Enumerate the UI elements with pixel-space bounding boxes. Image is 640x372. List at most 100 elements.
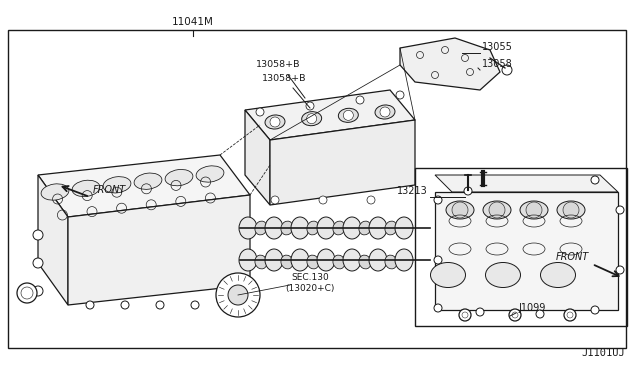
Ellipse shape bbox=[265, 217, 283, 239]
Bar bbox=[415, 168, 627, 326]
Polygon shape bbox=[270, 120, 415, 205]
Polygon shape bbox=[245, 90, 415, 140]
Circle shape bbox=[616, 266, 624, 274]
Ellipse shape bbox=[317, 217, 335, 239]
Circle shape bbox=[489, 202, 505, 218]
Circle shape bbox=[17, 283, 37, 303]
Ellipse shape bbox=[395, 217, 413, 239]
Circle shape bbox=[563, 202, 579, 218]
Ellipse shape bbox=[375, 105, 395, 119]
Circle shape bbox=[536, 310, 544, 318]
Ellipse shape bbox=[255, 221, 267, 235]
Ellipse shape bbox=[369, 249, 387, 271]
Circle shape bbox=[256, 108, 264, 116]
Ellipse shape bbox=[486, 263, 520, 288]
Text: J1101UJ: J1101UJ bbox=[581, 348, 625, 358]
Ellipse shape bbox=[446, 201, 474, 219]
Text: FRONT: FRONT bbox=[556, 252, 589, 262]
Ellipse shape bbox=[265, 115, 285, 129]
Circle shape bbox=[380, 107, 390, 117]
Text: J1099: J1099 bbox=[518, 303, 545, 313]
Ellipse shape bbox=[72, 180, 100, 196]
Circle shape bbox=[502, 65, 512, 75]
Ellipse shape bbox=[103, 177, 131, 193]
Ellipse shape bbox=[483, 201, 511, 219]
Text: 13058+B: 13058+B bbox=[256, 60, 301, 69]
Ellipse shape bbox=[255, 255, 267, 269]
Text: 13213: 13213 bbox=[397, 186, 428, 196]
Ellipse shape bbox=[239, 217, 257, 239]
Circle shape bbox=[464, 187, 472, 195]
Circle shape bbox=[33, 286, 43, 296]
Circle shape bbox=[452, 202, 468, 218]
Ellipse shape bbox=[301, 112, 322, 126]
Ellipse shape bbox=[165, 169, 193, 186]
Polygon shape bbox=[435, 192, 618, 310]
Ellipse shape bbox=[307, 255, 319, 269]
Ellipse shape bbox=[307, 221, 319, 235]
Circle shape bbox=[434, 304, 442, 312]
Ellipse shape bbox=[520, 201, 548, 219]
Circle shape bbox=[591, 306, 599, 314]
Text: 13058+B: 13058+B bbox=[262, 74, 307, 83]
Circle shape bbox=[191, 301, 199, 309]
Circle shape bbox=[121, 301, 129, 309]
Text: 11041M: 11041M bbox=[172, 17, 214, 27]
Ellipse shape bbox=[339, 108, 358, 122]
Ellipse shape bbox=[196, 166, 224, 182]
Text: SEC.130: SEC.130 bbox=[291, 273, 329, 282]
Circle shape bbox=[591, 176, 599, 184]
Circle shape bbox=[434, 256, 442, 264]
Text: 13058: 13058 bbox=[482, 59, 513, 69]
Circle shape bbox=[476, 308, 484, 316]
Circle shape bbox=[356, 96, 364, 104]
Ellipse shape bbox=[291, 249, 309, 271]
Circle shape bbox=[156, 301, 164, 309]
Ellipse shape bbox=[359, 221, 371, 235]
Circle shape bbox=[319, 196, 327, 204]
Circle shape bbox=[33, 230, 43, 240]
Ellipse shape bbox=[281, 221, 293, 235]
Circle shape bbox=[226, 301, 234, 309]
Ellipse shape bbox=[333, 221, 345, 235]
Ellipse shape bbox=[385, 255, 397, 269]
Circle shape bbox=[509, 309, 521, 321]
Bar bbox=[8, 30, 626, 348]
Ellipse shape bbox=[369, 217, 387, 239]
Ellipse shape bbox=[333, 255, 345, 269]
Polygon shape bbox=[400, 38, 500, 90]
Circle shape bbox=[86, 301, 94, 309]
Circle shape bbox=[270, 117, 280, 127]
Circle shape bbox=[367, 196, 375, 204]
Circle shape bbox=[526, 202, 542, 218]
Circle shape bbox=[306, 102, 314, 110]
Ellipse shape bbox=[265, 249, 283, 271]
Circle shape bbox=[216, 273, 260, 317]
Circle shape bbox=[307, 114, 317, 124]
Ellipse shape bbox=[343, 217, 361, 239]
Polygon shape bbox=[245, 110, 270, 205]
Ellipse shape bbox=[557, 201, 585, 219]
Circle shape bbox=[564, 309, 576, 321]
Ellipse shape bbox=[317, 249, 335, 271]
Ellipse shape bbox=[359, 255, 371, 269]
Text: (13020+C): (13020+C) bbox=[285, 283, 335, 292]
Polygon shape bbox=[38, 155, 250, 217]
Ellipse shape bbox=[431, 263, 465, 288]
Ellipse shape bbox=[541, 263, 575, 288]
Ellipse shape bbox=[239, 249, 257, 271]
Text: 13055: 13055 bbox=[482, 42, 513, 52]
Ellipse shape bbox=[343, 249, 361, 271]
Ellipse shape bbox=[395, 249, 413, 271]
Circle shape bbox=[434, 196, 442, 204]
Ellipse shape bbox=[134, 173, 162, 189]
Circle shape bbox=[228, 285, 248, 305]
Circle shape bbox=[343, 110, 353, 120]
Circle shape bbox=[271, 196, 279, 204]
Circle shape bbox=[616, 206, 624, 214]
Ellipse shape bbox=[41, 184, 69, 200]
Polygon shape bbox=[68, 195, 250, 305]
Circle shape bbox=[459, 309, 471, 321]
Ellipse shape bbox=[281, 255, 293, 269]
Circle shape bbox=[396, 91, 404, 99]
